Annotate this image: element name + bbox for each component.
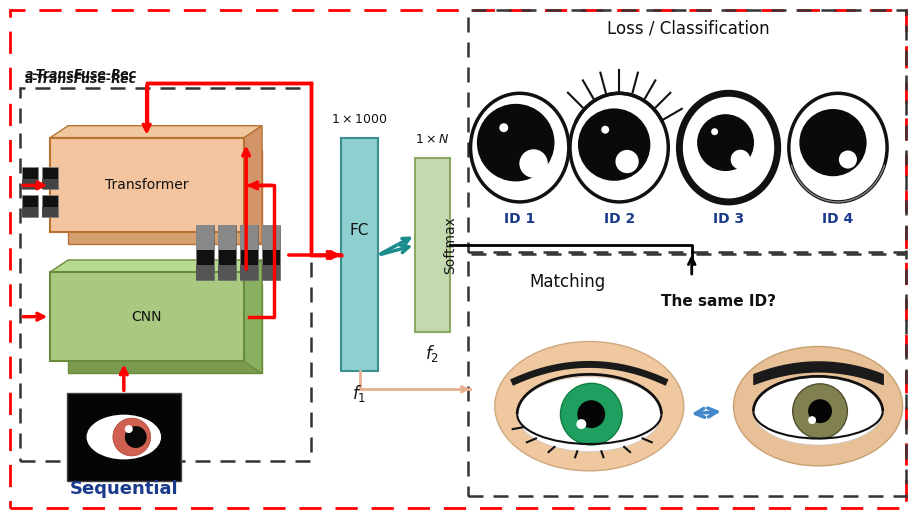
Bar — [50, 272, 244, 361]
Ellipse shape — [839, 150, 856, 169]
Ellipse shape — [754, 377, 883, 445]
Bar — [68, 284, 262, 373]
Bar — [67, 393, 182, 481]
Bar — [196, 225, 214, 250]
Bar — [241, 265, 258, 280]
Bar — [218, 225, 236, 280]
Ellipse shape — [808, 399, 832, 423]
Ellipse shape — [113, 418, 151, 456]
Text: a-TransFuse-Rec: a-TransFuse-Rec — [25, 73, 137, 86]
Ellipse shape — [577, 419, 587, 429]
Text: $1\times N$: $1\times N$ — [415, 133, 449, 146]
Ellipse shape — [800, 109, 867, 176]
Polygon shape — [50, 126, 262, 138]
Ellipse shape — [471, 93, 569, 202]
Text: Loss / Classification: Loss / Classification — [608, 19, 770, 37]
Text: ID 2: ID 2 — [603, 212, 634, 226]
Ellipse shape — [570, 93, 668, 202]
Ellipse shape — [125, 426, 147, 448]
Ellipse shape — [561, 383, 622, 445]
Bar — [196, 225, 214, 280]
Ellipse shape — [577, 400, 605, 428]
Bar — [22, 179, 39, 189]
Text: Sequential: Sequential — [70, 480, 178, 498]
Ellipse shape — [733, 346, 902, 466]
Ellipse shape — [789, 93, 887, 202]
Text: $f_1$: $f_1$ — [353, 383, 366, 404]
Bar — [241, 225, 258, 280]
Ellipse shape — [495, 342, 684, 471]
Ellipse shape — [679, 93, 778, 202]
Ellipse shape — [86, 415, 162, 460]
Ellipse shape — [697, 114, 754, 171]
Polygon shape — [244, 126, 262, 244]
Text: $f_2$: $f_2$ — [425, 343, 439, 364]
Bar — [415, 158, 450, 331]
Text: Softmax: Softmax — [443, 216, 457, 274]
Bar — [196, 265, 214, 280]
Bar — [22, 207, 39, 217]
Bar — [68, 149, 262, 244]
Text: $1\times1000$: $1\times1000$ — [331, 113, 387, 126]
Ellipse shape — [517, 377, 661, 451]
Text: ID 4: ID 4 — [823, 212, 854, 226]
Text: Transformer: Transformer — [105, 178, 188, 192]
Polygon shape — [50, 260, 262, 272]
Ellipse shape — [601, 126, 610, 134]
Bar — [468, 254, 905, 496]
Bar — [22, 195, 39, 217]
Ellipse shape — [477, 104, 554, 181]
Bar — [42, 168, 58, 189]
Ellipse shape — [520, 149, 548, 178]
Ellipse shape — [578, 109, 650, 181]
Bar — [42, 207, 58, 217]
Ellipse shape — [808, 416, 816, 424]
Bar — [218, 225, 236, 250]
Text: ID 1: ID 1 — [504, 212, 535, 226]
Bar — [42, 195, 58, 217]
Ellipse shape — [793, 384, 847, 438]
Text: FC: FC — [350, 223, 369, 238]
Ellipse shape — [125, 425, 133, 433]
Ellipse shape — [731, 150, 750, 170]
Bar — [20, 88, 311, 461]
Ellipse shape — [615, 150, 639, 173]
Bar — [218, 265, 236, 280]
Text: a-TransFuse-Rec: a-TransFuse-Rec — [25, 68, 137, 81]
Polygon shape — [244, 260, 262, 373]
Text: Matching: Matching — [530, 273, 606, 291]
Bar — [262, 225, 280, 250]
Bar — [468, 10, 905, 252]
Bar — [42, 179, 58, 189]
Text: The same ID?: The same ID? — [661, 294, 776, 309]
Bar — [262, 225, 280, 280]
Text: CNN: CNN — [131, 310, 162, 324]
Bar — [262, 265, 280, 280]
Ellipse shape — [711, 128, 718, 135]
Bar — [341, 138, 378, 371]
Bar — [22, 168, 39, 189]
Bar — [50, 138, 244, 232]
Bar — [241, 225, 258, 250]
Text: ID 3: ID 3 — [713, 212, 744, 226]
Ellipse shape — [499, 123, 509, 132]
Ellipse shape — [679, 93, 778, 202]
